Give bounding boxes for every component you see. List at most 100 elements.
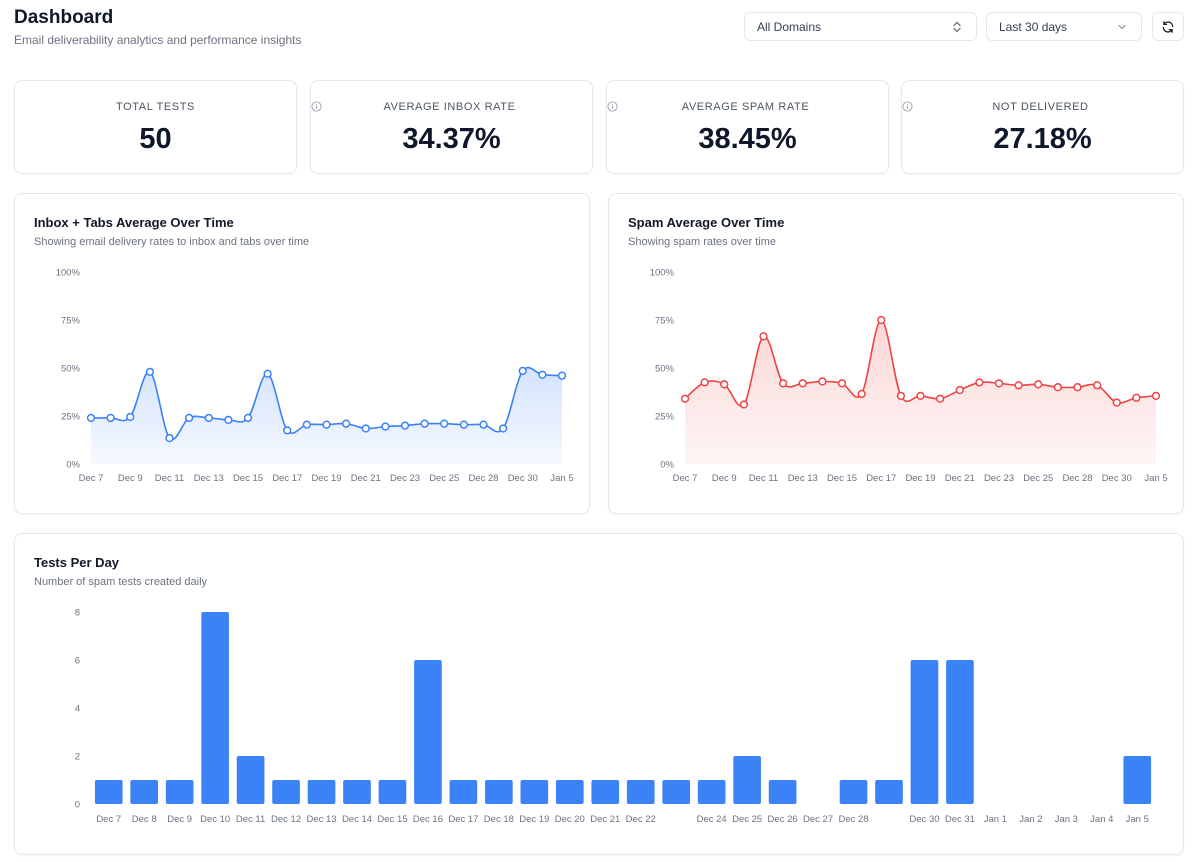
y-tick-label: 0 xyxy=(75,800,80,811)
data-point xyxy=(877,315,886,325)
area-fill xyxy=(685,319,1156,464)
bar xyxy=(946,660,974,804)
x-tick-label: Jan 5 xyxy=(1126,814,1149,825)
x-tick-label: Dec 19 xyxy=(519,814,549,825)
x-tick-label: Dec 23 xyxy=(984,473,1014,484)
x-tick-label: Dec 17 xyxy=(448,814,478,825)
x-tick-label: Jan 2 xyxy=(1019,814,1042,825)
x-tick-label: Dec 17 xyxy=(866,473,896,484)
bar xyxy=(485,780,513,804)
data-point xyxy=(165,433,174,443)
x-tick-label: Dec 25 xyxy=(1023,473,1053,484)
data-point xyxy=(994,379,1004,388)
domain-select-value: All Domains xyxy=(757,19,822,34)
bar xyxy=(236,756,265,804)
data-point xyxy=(243,413,253,423)
bar xyxy=(1123,756,1152,804)
y-tick-label: 75% xyxy=(655,316,675,327)
data-point xyxy=(1112,398,1121,407)
x-tick-label: Jan 5 xyxy=(1144,473,1167,484)
x-tick-label: Jan 3 xyxy=(1055,814,1078,825)
data-point xyxy=(700,378,709,387)
refresh-icon xyxy=(1161,20,1175,34)
data-point xyxy=(145,367,155,376)
chart-subtitle: Showing spam rates over time xyxy=(628,236,776,248)
inbox-chart-card: 100% 75% 50% 25% 0% Dec 7 Dec 9 Dec 11 Dec 13 Dec… xyxy=(14,193,590,514)
data-point xyxy=(1073,383,1082,392)
data-point xyxy=(557,371,567,380)
bar xyxy=(768,780,797,804)
x-tick-label: Dec 9 xyxy=(118,473,143,484)
bar xyxy=(662,780,691,804)
bar xyxy=(520,780,549,804)
x-tick-label: Jan 5 xyxy=(550,473,573,484)
x-tick-label: Dec 31 xyxy=(945,814,975,825)
x-tick-label: Dec 26 xyxy=(768,814,798,825)
x-tick-label: Dec 7 xyxy=(79,473,104,484)
data-point xyxy=(204,413,213,423)
y-tick-label: 25% xyxy=(61,412,81,423)
refresh-button[interactable] xyxy=(1152,12,1184,41)
data-point xyxy=(302,420,312,429)
tests-per-day-chart: 8 6 4 2 0 Dec 7 Dec 8 Dec 9 Dec 10 Dec 11 Dec 12 De… xyxy=(75,608,1152,825)
tests-per-day-card: 8 6 4 2 0 Dec 7 Dec 8 Dec 9 Dec 10 Dec 11 Dec 12 De… xyxy=(14,533,1184,855)
bar xyxy=(733,756,761,804)
chevron-down-icon xyxy=(1115,20,1129,34)
stat-value: 50 xyxy=(139,123,172,155)
data-point xyxy=(400,421,410,430)
stat-card-spam-rate: AVERAGE SPAM RATE 38.45% xyxy=(606,80,889,174)
data-point xyxy=(459,420,469,429)
stat-value: 38.45% xyxy=(698,123,797,155)
data-point xyxy=(1151,391,1161,400)
date-range-select[interactable]: Last 30 days xyxy=(986,12,1142,41)
y-tick-label: 75% xyxy=(61,316,81,327)
bar xyxy=(343,780,371,804)
data-point xyxy=(916,391,925,400)
data-point xyxy=(224,415,233,424)
x-tick-label: Dec 21 xyxy=(351,473,381,484)
data-point xyxy=(126,412,135,422)
bar xyxy=(910,660,939,804)
y-tick-label: 0% xyxy=(66,460,80,471)
data-point xyxy=(440,419,449,428)
data-point xyxy=(361,424,370,433)
x-tick-label: Dec 24 xyxy=(697,814,727,825)
x-tick-label: Dec 10 xyxy=(200,814,230,825)
domain-select[interactable]: All Domains xyxy=(744,12,977,41)
x-tick-label: Jan 1 xyxy=(984,814,1007,825)
x-tick-label: Dec 21 xyxy=(945,473,975,484)
bar xyxy=(591,780,620,804)
data-point xyxy=(1053,383,1063,392)
data-point xyxy=(1034,380,1043,389)
x-tick-label: Dec 30 xyxy=(508,473,538,484)
y-tick-label: 2 xyxy=(75,752,80,763)
x-tick-label: Dec 9 xyxy=(167,814,192,825)
bar xyxy=(201,612,229,804)
data-point xyxy=(837,379,847,388)
data-point xyxy=(420,419,429,428)
x-tick-label: Dec 17 xyxy=(272,473,302,484)
x-tick-label: Dec 25 xyxy=(429,473,459,484)
data-point xyxy=(778,379,788,388)
data-point xyxy=(975,378,984,387)
y-tick-label: 50% xyxy=(61,364,81,375)
x-tick-label: Jan 4 xyxy=(1090,814,1113,825)
y-tick-label: 100% xyxy=(56,268,81,279)
x-tick-label: Dec 11 xyxy=(749,473,778,484)
bar xyxy=(626,780,655,804)
page-subtitle: Email deliverability analytics and perfo… xyxy=(14,33,302,47)
bar xyxy=(839,780,868,804)
x-tick-label: Dec 21 xyxy=(590,814,620,825)
data-point xyxy=(1092,381,1102,390)
y-tick-label: 4 xyxy=(75,704,80,715)
x-tick-label: Dec 7 xyxy=(96,814,121,825)
x-tick-label: Dec 20 xyxy=(555,814,585,825)
stat-label: AVERAGE SPAM RATE xyxy=(681,101,810,113)
y-tick-label: 8 xyxy=(75,608,80,619)
bar xyxy=(449,780,478,804)
x-tick-label: Dec 19 xyxy=(905,473,935,484)
bar xyxy=(555,780,584,804)
x-tick-label: Dec 11 xyxy=(236,814,265,825)
data-point xyxy=(184,413,194,423)
chart-title: Spam Average Over Time xyxy=(628,215,785,230)
